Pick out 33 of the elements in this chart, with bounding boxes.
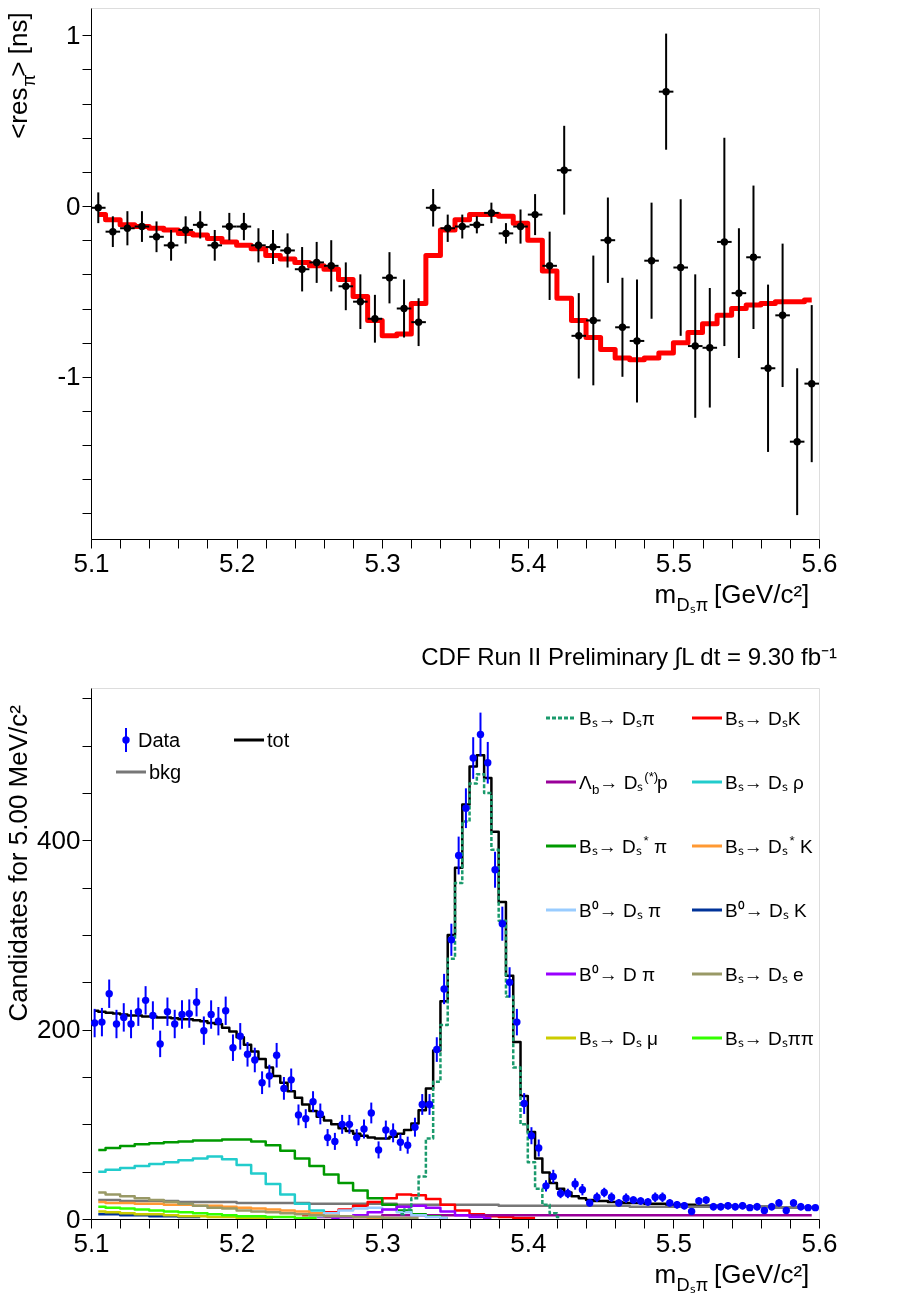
x-tick-label: 5.3 bbox=[364, 547, 401, 578]
y-tick-label: 400 bbox=[37, 824, 81, 855]
legend-label: B⁰→ D π bbox=[579, 963, 656, 985]
legend-label: Bₛ→ Dₛπ bbox=[579, 707, 655, 729]
chart-title: CDF Run II Preliminary ∫L dt = 9.30 fb⁻¹ bbox=[421, 643, 838, 671]
y-axis-title: <resπ> [ns] bbox=[3, 12, 39, 139]
y-tick-label: 200 bbox=[37, 1014, 81, 1045]
x-tick-label: 5.4 bbox=[510, 1227, 547, 1258]
x-tick-label: 5.6 bbox=[801, 547, 838, 578]
y-tick-label: -1 bbox=[57, 361, 81, 392]
legend-label: Bₛ→ Dₛππ bbox=[725, 1027, 814, 1049]
legend-label: Bₛ→ Dₛ e bbox=[725, 963, 804, 985]
legend-label: Bₛ→ Dₛ μ bbox=[579, 1027, 658, 1049]
legend-label: Bₛ→ Dₛ* π bbox=[579, 832, 668, 857]
legend-label: B⁰→ Dₛ π bbox=[579, 899, 662, 921]
legend-label: Bₛ→ Dₛ* K bbox=[725, 832, 813, 857]
x-tick-label: 5.2 bbox=[219, 1227, 256, 1258]
x-tick-label: 5.5 bbox=[655, 547, 692, 578]
y-axis-title: Candidates for 5.00 MeV/c² bbox=[3, 704, 33, 1022]
x-tick-label: 5.6 bbox=[801, 1227, 838, 1258]
x-tick-label: 5.5 bbox=[655, 1227, 692, 1258]
x-tick-label: 5.4 bbox=[510, 547, 547, 578]
legend-label: Bₛ→ Dₛ ρ bbox=[725, 771, 804, 793]
legend-label: Bₛ→ DₛK bbox=[725, 707, 801, 729]
x-tick-label: 5.3 bbox=[364, 1227, 401, 1258]
legend-label: B⁰→ Dₛ K bbox=[725, 899, 807, 921]
y-tick-label: 0 bbox=[66, 190, 81, 221]
x-tick-label: 5.2 bbox=[219, 547, 256, 578]
x-tick-label: 5.1 bbox=[73, 547, 110, 578]
legend-label: tot bbox=[267, 729, 290, 751]
legend-label: Data bbox=[138, 729, 182, 751]
y-tick-label: 1 bbox=[66, 19, 81, 50]
legend-label: bkg bbox=[149, 761, 182, 783]
